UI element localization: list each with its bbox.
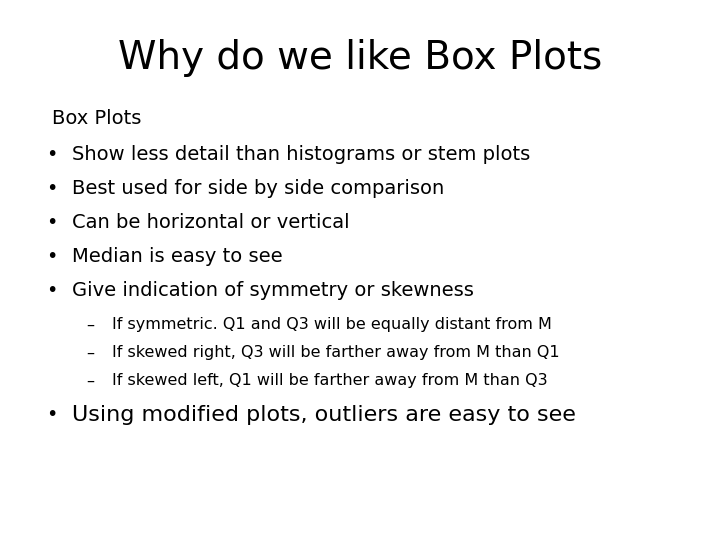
Text: If skewed left, Q1 will be farther away from M than Q3: If skewed left, Q1 will be farther away … [112, 374, 548, 388]
Text: Median is easy to see: Median is easy to see [72, 247, 283, 267]
Text: •: • [46, 247, 58, 267]
Text: Best used for side by side comparison: Best used for side by side comparison [72, 179, 444, 199]
Text: –: – [86, 346, 94, 361]
Text: Can be horizontal or vertical: Can be horizontal or vertical [72, 213, 350, 233]
Text: •: • [46, 213, 58, 233]
Text: –: – [86, 374, 94, 388]
Text: •: • [46, 281, 58, 300]
Text: Show less detail than histograms or stem plots: Show less detail than histograms or stem… [72, 145, 530, 165]
Text: Using modified plots, outliers are easy to see: Using modified plots, outliers are easy … [72, 405, 576, 425]
Text: If skewed right, Q3 will be farther away from M than Q1: If skewed right, Q3 will be farther away… [112, 346, 559, 361]
Text: Box Plots: Box Plots [52, 109, 141, 127]
Text: If symmetric. Q1 and Q3 will be equally distant from M: If symmetric. Q1 and Q3 will be equally … [112, 318, 552, 333]
Text: •: • [46, 406, 58, 424]
Text: •: • [46, 145, 58, 165]
Text: Give indication of symmetry or skewness: Give indication of symmetry or skewness [72, 281, 474, 300]
Text: Why do we like Box Plots: Why do we like Box Plots [118, 39, 602, 77]
Text: •: • [46, 179, 58, 199]
Text: –: – [86, 318, 94, 333]
